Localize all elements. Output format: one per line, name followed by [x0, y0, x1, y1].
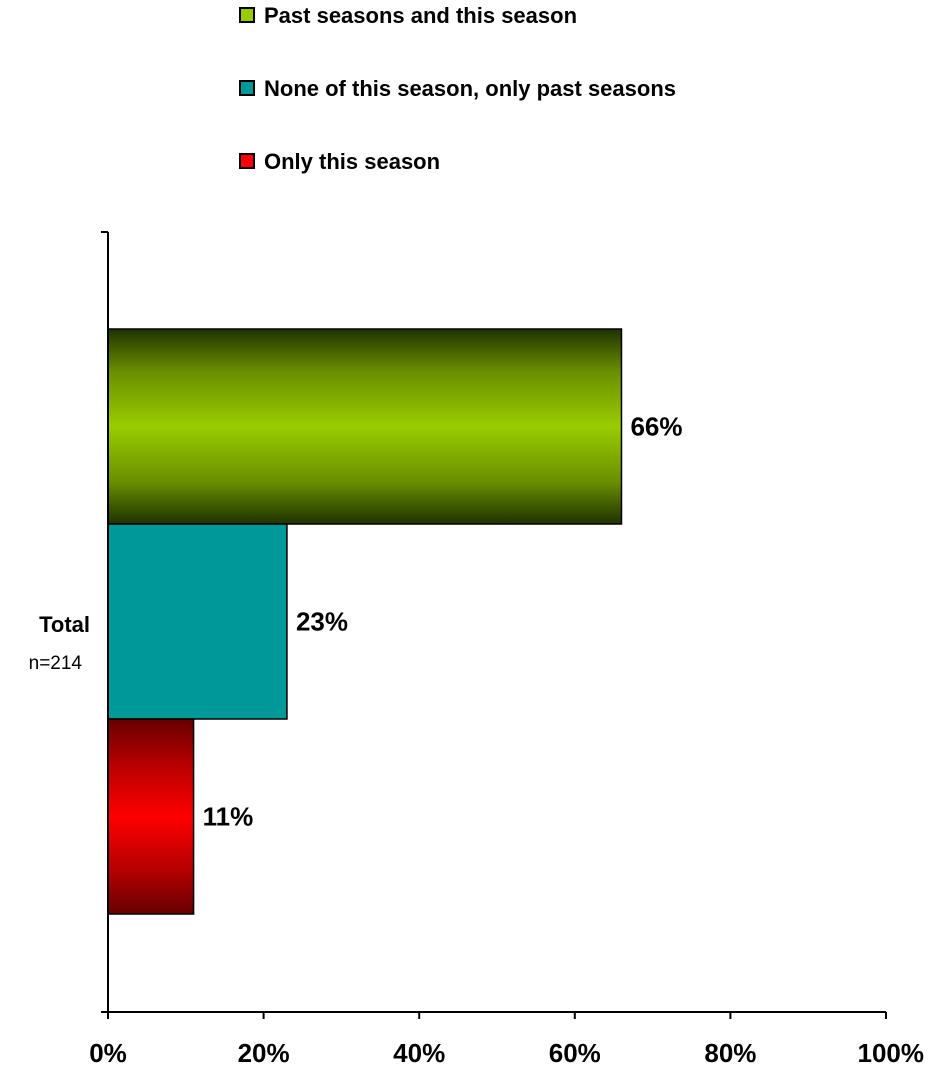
data-label: 66%	[630, 412, 682, 442]
data-label: 23%	[296, 607, 348, 637]
x-ticks: 0% 20% 40% 60% 80% 100%	[89, 1012, 924, 1068]
x-tick-label: 80%	[704, 1038, 756, 1068]
legend-item-only-this: Only this season	[239, 149, 440, 174]
bars	[107, 328, 623, 915]
legend-item-only-past: None of this season, only past seasons	[239, 76, 676, 101]
legend-item-past-and-this: Past seasons and this season	[239, 3, 577, 28]
legend-swatch-teal	[239, 80, 255, 96]
legend-label: Only this season	[264, 149, 440, 174]
legend-swatch-red	[239, 153, 255, 169]
bar-only-this-season	[107, 718, 195, 915]
bar-past-and-this-season	[107, 328, 623, 525]
category-labels: Total n=214	[29, 612, 90, 674]
axes: 0% 20% 40% 60% 80% 100%	[89, 231, 924, 1068]
x-tick-label: 40%	[393, 1038, 445, 1068]
data-labels: 66% 23% 11%	[203, 412, 683, 832]
legend-swatch-green	[239, 7, 255, 23]
category-sublabel: n=214	[29, 653, 83, 674]
category-label: Total	[39, 612, 90, 637]
x-tick-label: 100%	[858, 1038, 925, 1068]
legend: Past seasons and this season None of thi…	[239, 3, 676, 174]
x-tick-label: 0%	[89, 1038, 127, 1068]
legend-label: Past seasons and this season	[264, 3, 577, 28]
x-tick-label: 60%	[549, 1038, 601, 1068]
x-tick-label: 20%	[238, 1038, 290, 1068]
data-label: 11%	[203, 802, 254, 832]
legend-label: None of this season, only past seasons	[264, 76, 676, 101]
bar-only-past-seasons	[107, 523, 288, 720]
